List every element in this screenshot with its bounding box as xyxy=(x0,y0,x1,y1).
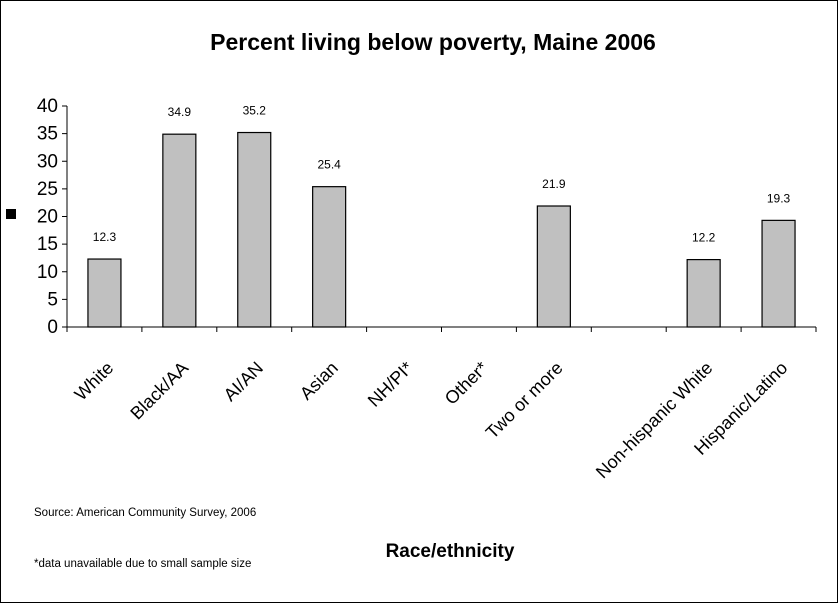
x-tick-label: White xyxy=(71,358,118,405)
x-tick-label: AI/AN xyxy=(220,358,267,405)
y-tick-label: 5 xyxy=(47,289,58,310)
x-tick-label: NH/PI* xyxy=(364,358,417,411)
bars xyxy=(87,131,796,328)
bar xyxy=(686,258,721,328)
y-tick-label: 30 xyxy=(37,151,58,172)
y-tick-label: 20 xyxy=(37,207,58,228)
data-label: 35.2 xyxy=(243,104,267,118)
source-note: Source: American Community Survey, 2006 xyxy=(34,507,256,519)
bar xyxy=(87,258,122,328)
y-tick-label: 25 xyxy=(37,179,58,200)
y-tick-label: 35 xyxy=(37,124,58,145)
data-label: 12.3 xyxy=(93,230,117,244)
x-tick-label: Two or more xyxy=(482,358,567,443)
data-label: 12.2 xyxy=(692,231,716,245)
x-tick-label: Non-hispanic White xyxy=(592,358,717,483)
y-tick-label: 40 xyxy=(37,96,58,117)
bar xyxy=(237,131,272,328)
data-label: 21.9 xyxy=(542,177,566,191)
bar xyxy=(312,186,347,328)
data-label: 34.9 xyxy=(168,105,192,119)
bar xyxy=(536,205,571,328)
x-tick-label: Asian xyxy=(296,358,342,404)
legend-swatch xyxy=(6,209,16,219)
bar xyxy=(761,219,796,328)
x-axis-title: Race/ethnicity xyxy=(386,541,515,562)
data-label: 25.4 xyxy=(317,158,341,172)
category-labels: White Black/AA AI/AN Asian NH/PI* Other*Two o… xyxy=(71,358,792,483)
y-tick-label: 10 xyxy=(37,262,58,283)
x-axis xyxy=(66,326,817,332)
x-tick-label: Other* xyxy=(441,358,492,409)
chart-title: Percent living below poverty, Maine 2006 xyxy=(210,29,656,55)
bar xyxy=(162,133,197,328)
footnote: *data unavailable due to small sample si… xyxy=(34,558,251,570)
y-tick-label: 0 xyxy=(47,317,58,338)
data-labels: 12.3 34.9 35.2 25.4 21.9 12.2 19.3 xyxy=(93,104,791,245)
x-tick-label: Black/AA xyxy=(126,358,192,424)
y-axis: 0 5 10 15 20 25 30 35 40 xyxy=(37,96,68,338)
y-tick-label: 15 xyxy=(37,234,58,255)
data-label: 19.3 xyxy=(767,191,791,205)
